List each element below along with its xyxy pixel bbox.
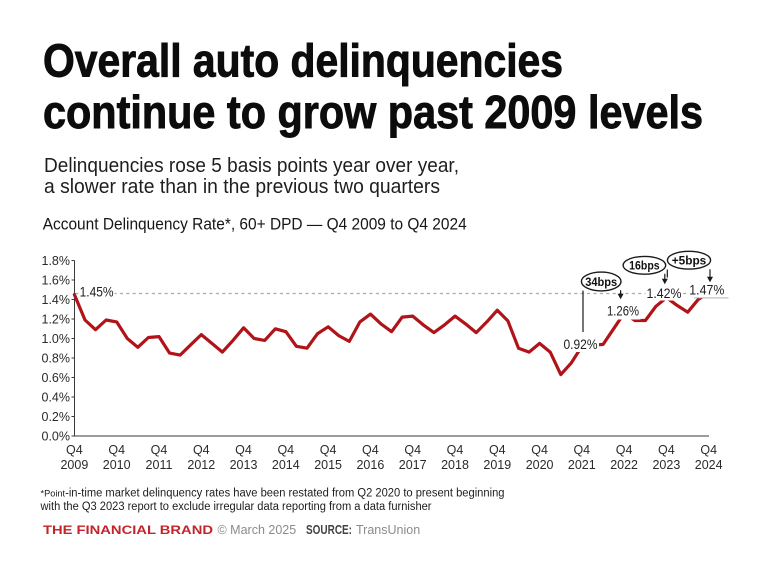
svg-text:Overall auto delinquencies: Overall auto delinquencies	[43, 35, 563, 87]
svg-text:a slower rate than in the prev: a slower rate than in the previous two q…	[44, 176, 440, 198]
svg-text:34bps: 34bps	[585, 275, 617, 289]
svg-text:Delinquencies rose 5 basis poi: Delinquencies rose 5 basis points year o…	[44, 155, 459, 177]
svg-text:1.47%: 1.47%	[689, 282, 724, 297]
svg-text:with the Q3 2023 report to exc: with the Q3 2023 report to exclude irreg…	[40, 501, 432, 513]
svg-text:1.45%: 1.45%	[80, 285, 114, 300]
svg-text:Q4: Q4	[193, 443, 210, 457]
svg-text:1.0%: 1.0%	[42, 332, 71, 346]
svg-text:1.26%: 1.26%	[607, 304, 639, 319]
svg-text:1.2%: 1.2%	[42, 313, 71, 327]
svg-text:*Point-in-time market delinque: *Point-in-time market delinquency rates …	[41, 488, 505, 500]
svg-text:TransUnion: TransUnion	[356, 523, 420, 537]
svg-text:Q4: Q4	[108, 443, 125, 457]
svg-text:Q4: Q4	[151, 443, 168, 457]
svg-text:16bps: 16bps	[629, 259, 660, 273]
svg-text:Q4: Q4	[700, 443, 717, 457]
svg-text:2020: 2020	[526, 458, 554, 472]
svg-text:continue to grow past 2009 lev: continue to grow past 2009 levels	[43, 86, 703, 138]
svg-text:SOURCE:: SOURCE:	[306, 523, 352, 537]
svg-text:2017: 2017	[399, 458, 427, 472]
svg-text:Q4: Q4	[320, 443, 337, 457]
svg-text:Q4: Q4	[489, 443, 506, 457]
svg-text:Q4: Q4	[658, 443, 675, 457]
svg-text:2016: 2016	[356, 458, 384, 472]
svg-text:0.6%: 0.6%	[42, 371, 71, 385]
svg-text:1.6%: 1.6%	[42, 274, 71, 288]
svg-text:THE FINANCIAL BRAND: THE FINANCIAL BRAND	[43, 523, 213, 537]
svg-text:Q4: Q4	[573, 443, 590, 457]
svg-text:2022: 2022	[610, 458, 638, 472]
svg-text:2012: 2012	[187, 458, 215, 472]
svg-text:2023: 2023	[652, 458, 680, 472]
svg-text:Q4: Q4	[531, 443, 548, 457]
svg-text:Q4: Q4	[447, 443, 464, 457]
svg-text:2010: 2010	[103, 458, 131, 472]
svg-text:0.8%: 0.8%	[42, 352, 71, 366]
svg-text:2011: 2011	[146, 458, 173, 472]
svg-text:Account Delinquency Rate*, 60+: Account Delinquency Rate*, 60+ DPD — Q4 …	[43, 215, 467, 234]
svg-text:2009: 2009	[60, 458, 88, 472]
svg-text:© March 2025: © March 2025	[218, 523, 297, 537]
svg-text:Q4: Q4	[277, 443, 294, 457]
svg-text:+5bps: +5bps	[672, 254, 707, 268]
svg-text:0.92%: 0.92%	[564, 337, 598, 352]
svg-text:2014: 2014	[272, 458, 300, 472]
svg-text:Q4: Q4	[616, 443, 633, 457]
svg-text:2021: 2021	[568, 458, 596, 472]
svg-text:0.0%: 0.0%	[42, 430, 71, 444]
svg-text:2013: 2013	[230, 458, 258, 472]
svg-text:2024: 2024	[695, 458, 723, 472]
svg-text:2018: 2018	[441, 458, 469, 472]
svg-text:1.4%: 1.4%	[42, 293, 71, 307]
svg-text:Q4: Q4	[362, 443, 379, 457]
svg-text:1.42%: 1.42%	[647, 286, 682, 301]
svg-text:0.4%: 0.4%	[42, 391, 71, 405]
svg-text:Q4: Q4	[66, 443, 83, 457]
svg-text:2019: 2019	[483, 458, 511, 472]
svg-text:2015: 2015	[314, 458, 342, 472]
svg-text:Q4: Q4	[404, 443, 421, 457]
svg-text:Q4: Q4	[235, 443, 252, 457]
svg-text:0.2%: 0.2%	[42, 410, 71, 424]
svg-text:1.8%: 1.8%	[42, 254, 71, 268]
